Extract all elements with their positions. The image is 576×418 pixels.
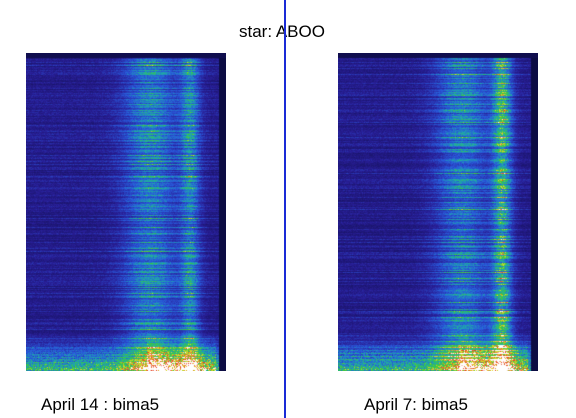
vertical-divider-line <box>284 0 286 418</box>
star-title: star: ABOO <box>239 22 325 41</box>
spectrogram-panel-right <box>338 53 538 371</box>
panel-caption-right: April 7: bima5 <box>364 395 468 414</box>
panel-caption-left: April 14 : bima5 <box>41 395 160 414</box>
spectrogram-panel-left <box>26 53 226 371</box>
spectrogram-image-left <box>26 53 226 371</box>
spectrogram-image-right <box>338 53 538 371</box>
